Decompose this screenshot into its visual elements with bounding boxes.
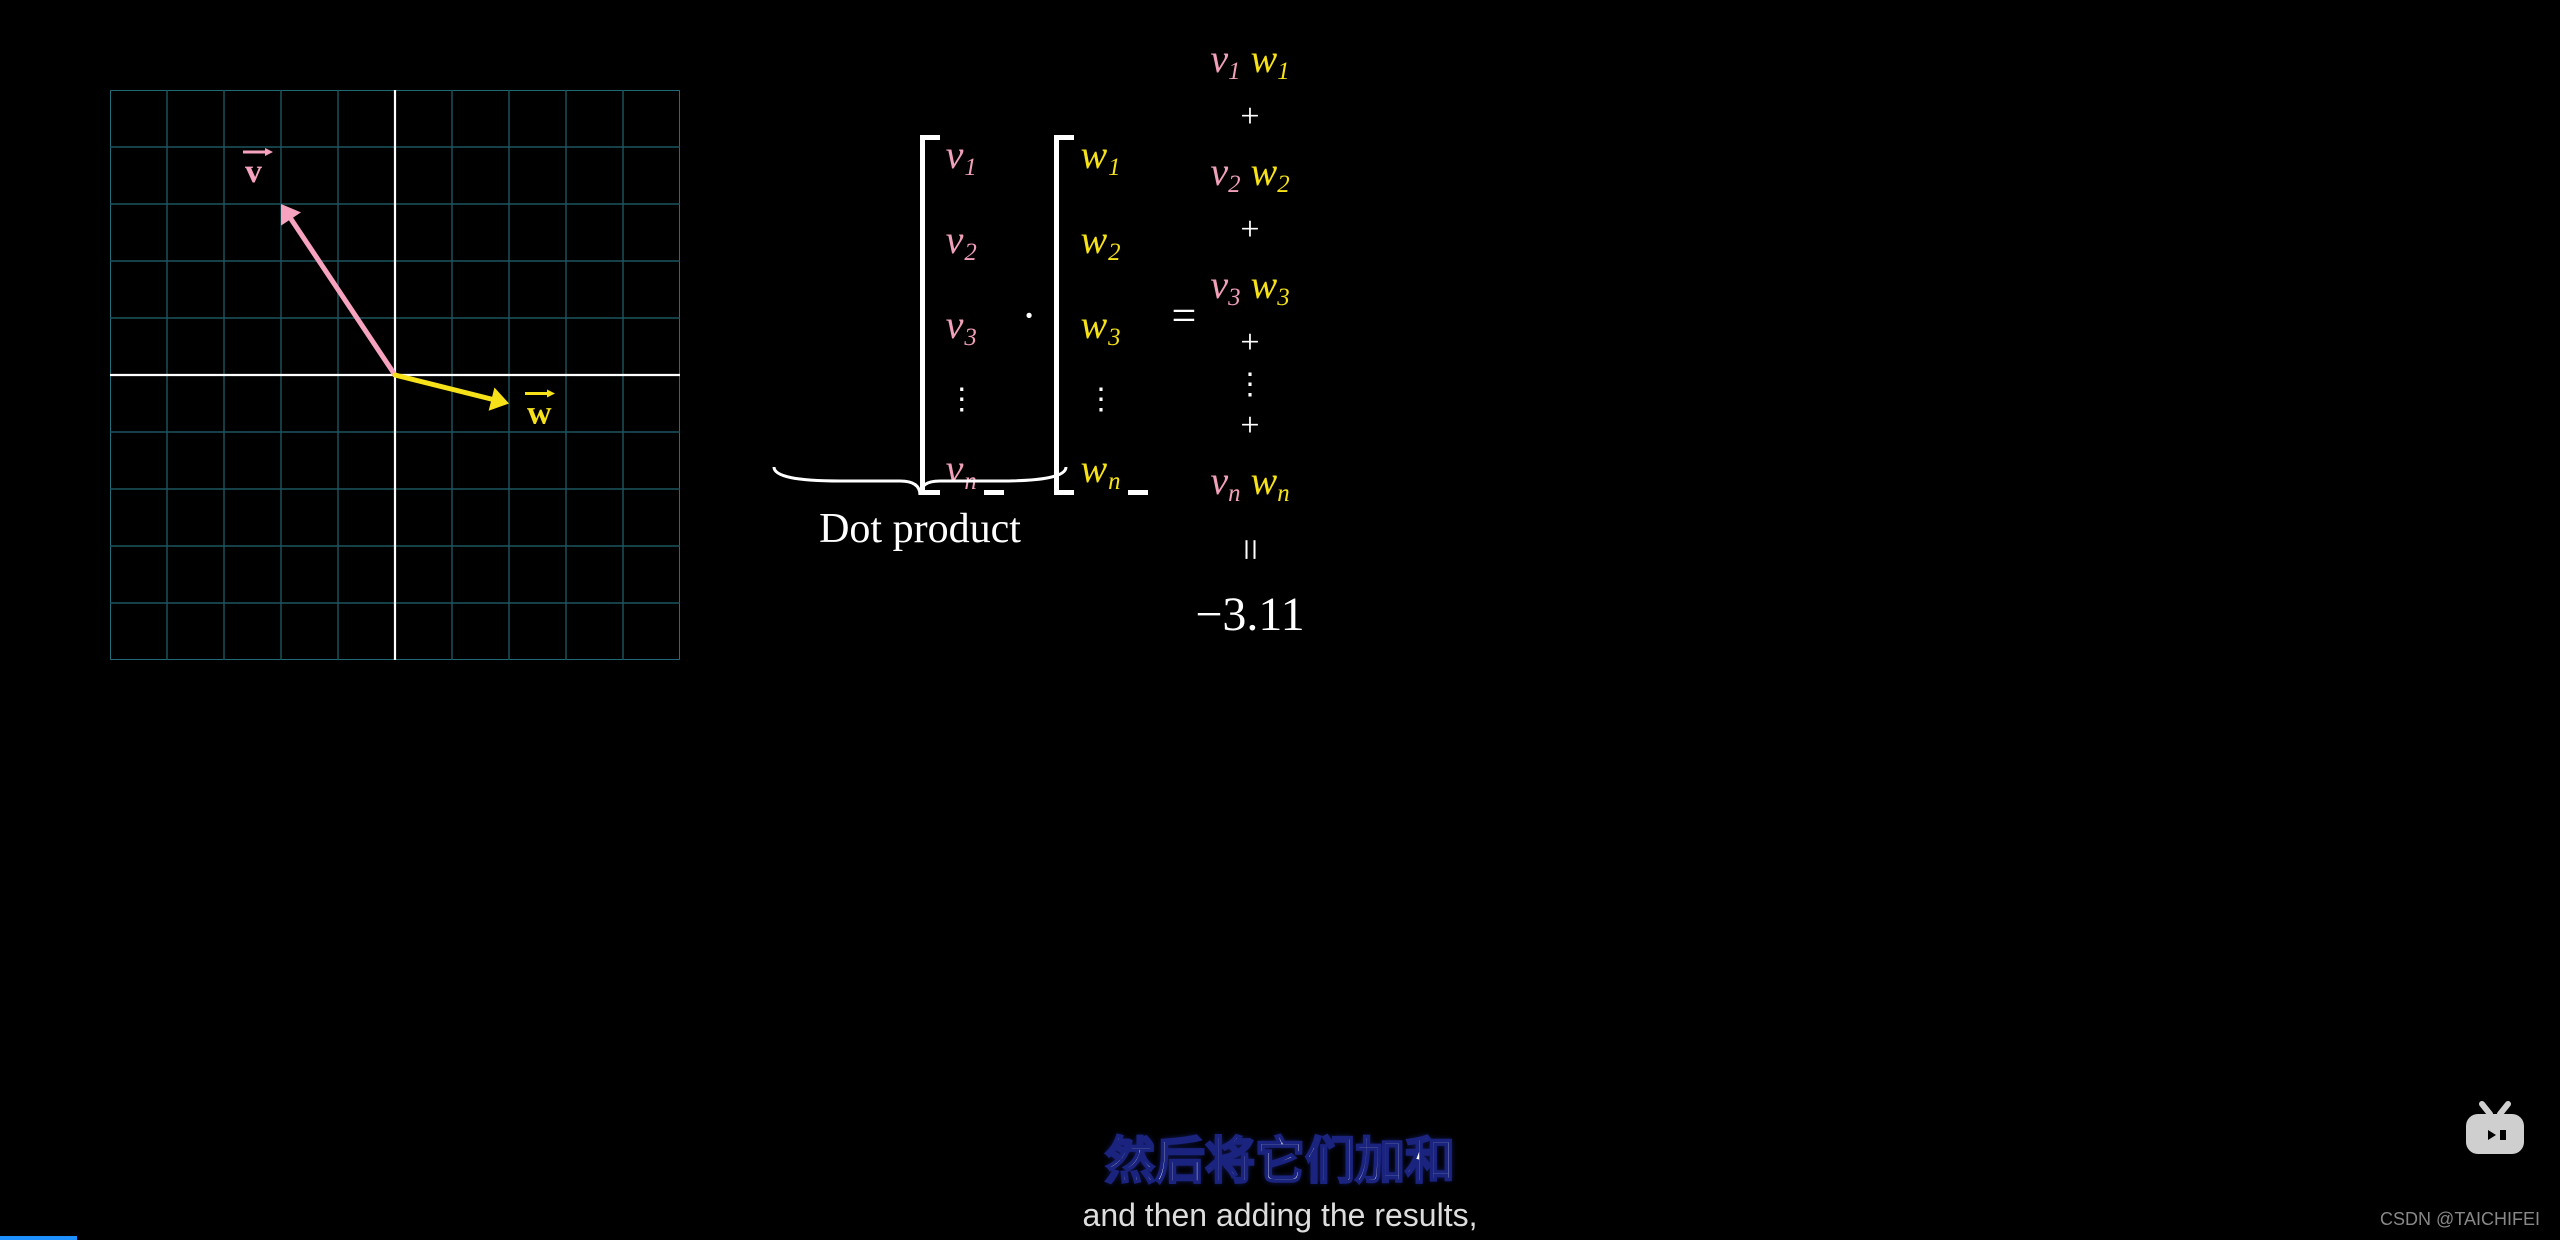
equals-vertical: =	[1227, 538, 1274, 561]
watermark: CSDN @TAICHIFEI	[2380, 1209, 2540, 1230]
vector-entry: v1	[946, 135, 978, 181]
subtitle-cn: 然后将它们加和	[0, 1121, 2560, 1193]
vector-entry: ⋮	[1086, 389, 1116, 410]
dot-operator: ·	[1004, 290, 1055, 341]
plus-operator: +	[1240, 211, 1259, 249]
vector-entry: w3	[1080, 305, 1121, 351]
vector-entry: w2	[1080, 220, 1121, 266]
subtitles: 然后将它们加和 and then adding the results,	[0, 1121, 2560, 1234]
dot-product-label: Dot product	[770, 505, 1070, 553]
subtitle-en: and then adding the results,	[0, 1197, 2560, 1234]
expansion-term: vn wn	[1210, 457, 1289, 508]
dot-product-result: −3.11	[1195, 587, 1304, 642]
plus-operator: +	[1240, 98, 1259, 136]
underbrace-icon	[770, 465, 1070, 499]
bilibili-tv-icon[interactable]	[2460, 1100, 2530, 1160]
vector-w-column: w1 w2 w3 ⋮ wn	[1054, 135, 1147, 495]
video-progress-bar[interactable]	[0, 1236, 77, 1240]
vector-entry: w1	[1080, 135, 1121, 181]
vector-entry: wn	[1080, 449, 1121, 495]
expansion-column: v1 w1 + v2 w2 + v3 w3 + ⋮ + vn wn = −3.11	[1150, 35, 1350, 642]
expansion-term: v2 w2	[1210, 148, 1289, 199]
expansion-term: v1 w1	[1210, 35, 1289, 86]
plus-operator: +	[1240, 407, 1259, 445]
stage: vw v1v2v3⋮vn · w1w2w3⋮wn = Dot product v…	[0, 0, 2560, 1240]
vector-entry: v2	[946, 220, 978, 266]
vector-entry: v3	[946, 305, 978, 351]
vector-entry: ⋮	[947, 389, 977, 410]
svg-text:v: v	[245, 153, 262, 190]
coordinate-grid: vw	[110, 90, 680, 660]
svg-text:w: w	[527, 395, 552, 432]
vector-v-column: v1v2v3⋮vn	[920, 135, 1004, 495]
plus-operator: +	[1240, 324, 1259, 362]
expansion-term: ⋮	[1235, 374, 1265, 395]
expansion-term: v3 w3	[1210, 261, 1289, 312]
dot-product-label-group: Dot product	[770, 465, 1070, 553]
